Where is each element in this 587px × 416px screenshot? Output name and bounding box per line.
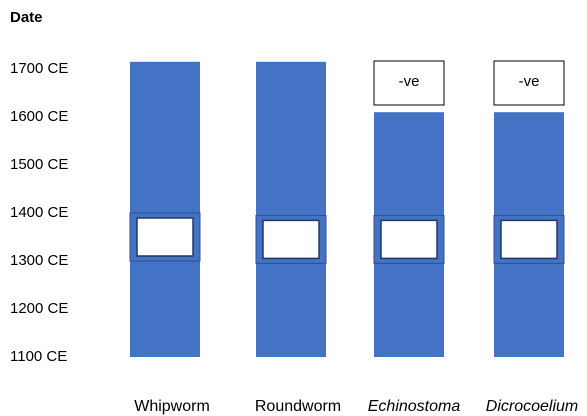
- y-tick-label: 1600 CE: [10, 108, 69, 125]
- negative-result-label: -ve: [399, 73, 420, 90]
- y-tick-label: 1300 CE: [10, 252, 69, 269]
- y-tick-label: 1500 CE: [10, 156, 69, 173]
- gap-box: [500, 219, 558, 260]
- category-label: Echinostoma: [367, 398, 461, 415]
- category-label: Dicrocoelium: [485, 398, 579, 415]
- gap-box: [262, 219, 320, 260]
- gap-box: [136, 217, 194, 257]
- y-tick-label: 1700 CE: [10, 60, 69, 77]
- category-label: Roundworm: [254, 398, 342, 415]
- y-axis-title: Date: [10, 9, 43, 26]
- y-tick-label: 1400 CE: [10, 204, 69, 221]
- negative-result-box: [373, 60, 445, 106]
- timeline-bar: [256, 61, 326, 358]
- category-label: Whipworm: [134, 398, 210, 415]
- gap-box: [380, 219, 438, 260]
- timeline-bar: [130, 61, 200, 358]
- negative-result-label: -ve: [519, 73, 540, 90]
- y-tick-label: 1100 CE: [10, 348, 68, 365]
- negative-result-box: [493, 60, 565, 106]
- y-tick-label: 1200 CE: [10, 300, 69, 317]
